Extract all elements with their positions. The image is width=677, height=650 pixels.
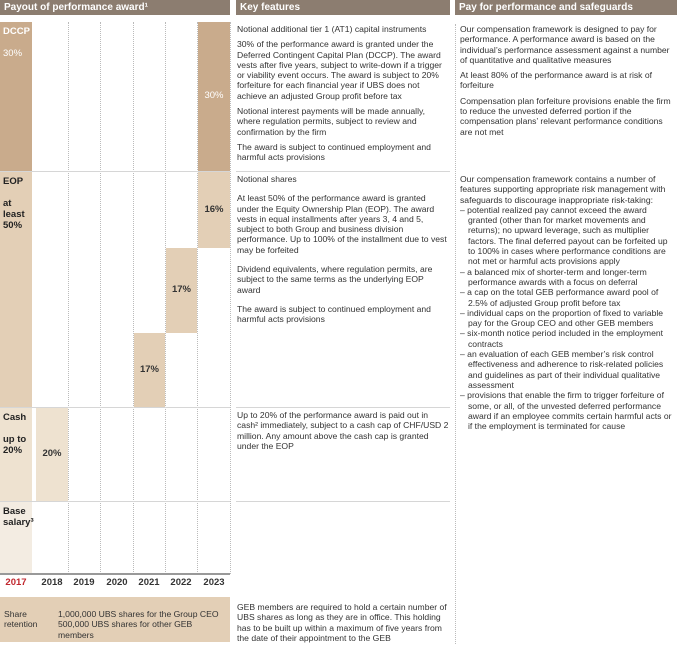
base-salary-label: Base salary³ — [0, 502, 34, 573]
cash-features: Up to 20% of the performance award is pa… — [237, 410, 449, 451]
retention-ceo: 1,000,000 UBS shares for the Group CEO — [58, 609, 219, 619]
column-divider — [455, 24, 456, 644]
row-divider — [0, 501, 230, 502]
year-label: 2022 — [170, 577, 192, 588]
cash-bar-2018: 20% — [36, 408, 68, 501]
eop-bar-2022: 17% — [166, 248, 197, 333]
dccp-label: DCCP 30% — [0, 22, 32, 171]
year-label: 2018 — [41, 577, 63, 588]
retention-amounts: 1,000,000 UBS shares for the Group CEO 5… — [58, 609, 228, 640]
row-divider — [236, 501, 450, 502]
list-item: – potential realized pay cannot exceed t… — [460, 204, 668, 267]
share-retention-label: Share retention — [4, 609, 38, 630]
list-item: – six-month notice period included in th… — [460, 328, 664, 349]
year-label: 2021 — [138, 577, 160, 588]
eop-features: Notional shares At least 50% of the perf… — [237, 174, 447, 325]
safeguards-list: Our compensation framework contains a nu… — [460, 174, 675, 431]
list-item: – an evaluation of each GEB member’s ris… — [460, 349, 664, 390]
list-item: – provisions that enable the firm to tri… — [460, 390, 672, 432]
retention-geb: 500,000 UBS shares for other GEB members — [58, 619, 193, 640]
year-label: 2019 — [73, 577, 95, 588]
grid-line — [133, 22, 134, 574]
payout-header: Payout of performance award¹ — [0, 0, 230, 15]
row-divider — [236, 171, 450, 172]
grid-line — [68, 22, 69, 574]
year-label: 2023 — [203, 577, 225, 588]
dccp-features: Notional additional tier 1 (AT1) capital… — [237, 24, 442, 163]
row-divider — [0, 407, 230, 408]
year-label: 2017 — [5, 577, 27, 588]
grid-line — [165, 22, 166, 574]
year-axis — [0, 573, 230, 575]
features-header: Key features — [236, 0, 450, 15]
eop-bar-2023: 16% — [198, 172, 230, 248]
safeguards-top: Our compensation framework is designed t… — [460, 24, 671, 137]
row-divider — [236, 407, 450, 408]
share-retention-box: Share retention 1,000,000 UBS shares for… — [0, 597, 230, 642]
year-label: 2020 — [106, 577, 128, 588]
cash-label: Cash up to 20% — [0, 408, 32, 501]
row-divider — [0, 171, 230, 172]
grid-line — [100, 22, 101, 574]
safeguards-header: Pay for performance and safeguards — [455, 0, 677, 15]
eop-label: EOP at least 50% — [0, 172, 32, 407]
eop-bar-2021: 17% — [134, 333, 165, 407]
dccp-bar-2023: 30% — [198, 22, 230, 171]
grid-line — [197, 22, 198, 574]
list-item: – a balanced mix of shorter-term and lon… — [460, 266, 647, 287]
list-item: – a cap on the total GEB performance awa… — [460, 287, 659, 308]
list-item: – individual caps on the proportion of f… — [460, 307, 664, 329]
grid-line — [230, 22, 231, 574]
retention-features: GEB members are required to hold a certa… — [237, 602, 447, 643]
